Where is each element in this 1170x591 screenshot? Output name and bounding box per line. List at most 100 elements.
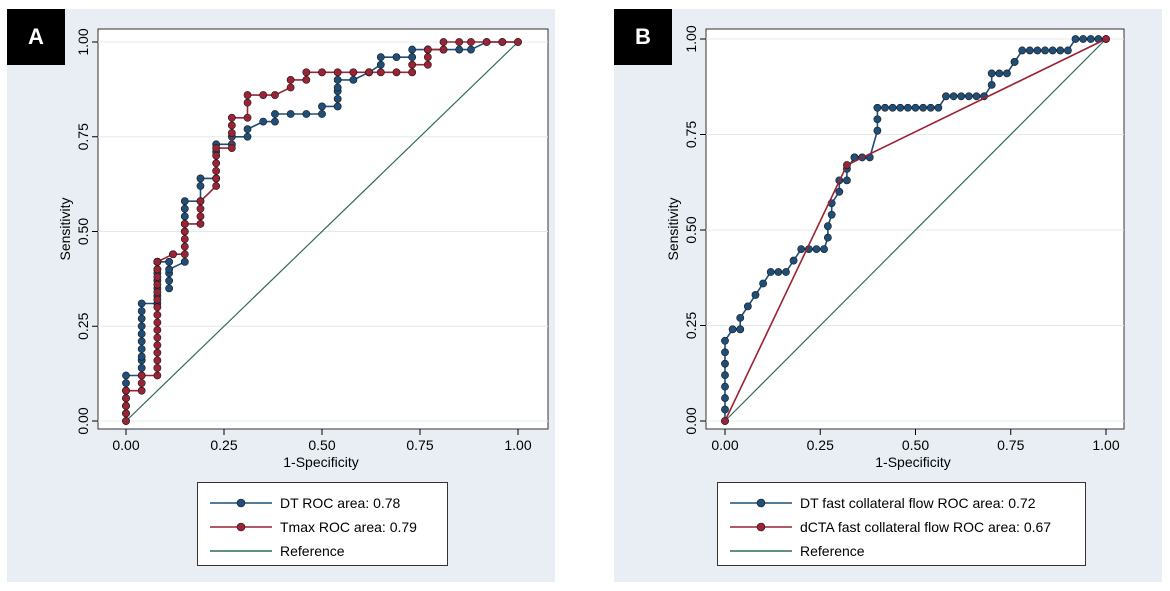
data-point	[987, 69, 996, 78]
data-point	[196, 212, 205, 221]
data-point	[137, 329, 146, 338]
data-point	[137, 352, 146, 361]
data-point	[271, 117, 279, 126]
legend-label: DT fast collateral flow ROC area: 0.72	[800, 495, 1036, 511]
data-point	[180, 242, 189, 251]
data-point	[873, 115, 882, 124]
data-point	[137, 386, 146, 395]
series-line-reference	[125, 41, 519, 422]
data-point	[766, 268, 775, 276]
legend-label: DT ROC area: 0.78	[280, 495, 401, 511]
legend-label: dCTA fast collateral flow ROC area: 0.67	[800, 519, 1052, 535]
x-axis-label: 1-Specificity	[875, 454, 950, 470]
data-point	[153, 280, 162, 289]
data-point	[843, 176, 851, 185]
data-point	[823, 222, 832, 231]
data-point	[153, 273, 162, 281]
data-point	[271, 91, 279, 99]
data-point	[455, 38, 464, 46]
data-point	[728, 325, 737, 334]
data-point	[721, 417, 729, 425]
data-point	[1056, 46, 1065, 55]
legend-item: DT fast collateral flow ROC area: 0.72	[728, 493, 1036, 513]
x-tick-label: 0.50	[308, 437, 335, 453]
data-point	[721, 371, 729, 380]
y-tick-label: 0.75	[75, 123, 91, 150]
data-point	[137, 299, 146, 308]
data-point	[349, 68, 358, 77]
data-point	[333, 68, 342, 77]
data-point	[408, 68, 417, 77]
data-point	[122, 394, 130, 403]
data-point	[180, 227, 189, 236]
data-point	[1063, 46, 1072, 55]
data-point	[823, 233, 832, 242]
data-point	[153, 265, 162, 274]
data-point	[286, 83, 295, 92]
y-tick-label: 0.00	[683, 407, 699, 434]
data-point	[137, 345, 146, 353]
data-point	[212, 159, 221, 168]
data-point	[196, 182, 205, 190]
legend-item: dCTA fast collateral flow ROC area: 0.67	[728, 517, 1051, 537]
data-point	[439, 38, 448, 46]
data-point	[1048, 46, 1057, 55]
data-point	[196, 174, 205, 183]
data-point	[919, 103, 928, 112]
data-point	[835, 187, 844, 196]
data-point	[243, 113, 252, 122]
y-tick-label: 1.00	[683, 25, 699, 52]
legend-item: Reference	[208, 541, 345, 561]
data-point	[467, 38, 475, 46]
data-point	[1079, 35, 1088, 43]
data-point	[376, 60, 385, 69]
data-point	[302, 110, 311, 118]
data-point	[122, 379, 130, 387]
x-tick-label: 1.00	[504, 437, 531, 453]
data-point	[122, 386, 130, 395]
x-tick-label: 0.25	[807, 437, 834, 453]
y-axis-label: Sensitivity	[57, 197, 73, 260]
data-point	[482, 38, 491, 46]
legend-key	[730, 498, 792, 508]
data-point	[165, 257, 174, 266]
data-point	[721, 359, 729, 368]
data-point	[957, 92, 966, 101]
data-point	[212, 174, 221, 183]
data-point	[333, 102, 342, 111]
data-point	[153, 295, 162, 304]
data-point	[137, 379, 146, 387]
y-tick-label: 0.25	[683, 312, 699, 339]
data-point	[467, 45, 475, 54]
data-point	[1003, 69, 1011, 78]
data-point	[153, 341, 162, 350]
legend-key	[210, 550, 272, 552]
data-point	[153, 326, 162, 334]
data-point	[797, 245, 806, 253]
data-point	[180, 220, 189, 228]
data-point	[423, 60, 432, 69]
data-point	[1071, 35, 1080, 43]
legend-item: DT ROC area: 0.78	[208, 493, 400, 513]
data-point	[987, 80, 996, 89]
data-point	[843, 161, 851, 169]
data-point	[408, 45, 417, 54]
legend-item: Tmax ROC area: 0.79	[208, 517, 417, 537]
data-point	[227, 144, 236, 153]
data-point	[318, 110, 326, 118]
y-tick-label: 1.00	[75, 28, 91, 55]
y-tick-label: 0.25	[75, 312, 91, 339]
data-point	[888, 103, 897, 112]
data-point	[349, 76, 358, 84]
data-point	[180, 204, 189, 213]
legend-label: Tmax ROC area: 0.79	[280, 519, 417, 535]
data-point	[153, 303, 162, 312]
data-point	[1025, 46, 1034, 55]
data-point	[964, 92, 973, 101]
data-point	[743, 302, 752, 311]
data-point	[1041, 46, 1049, 55]
data-point	[165, 284, 174, 293]
data-point	[180, 212, 189, 221]
data-point	[137, 364, 146, 372]
y-axis-label: Sensitivity	[665, 197, 681, 260]
